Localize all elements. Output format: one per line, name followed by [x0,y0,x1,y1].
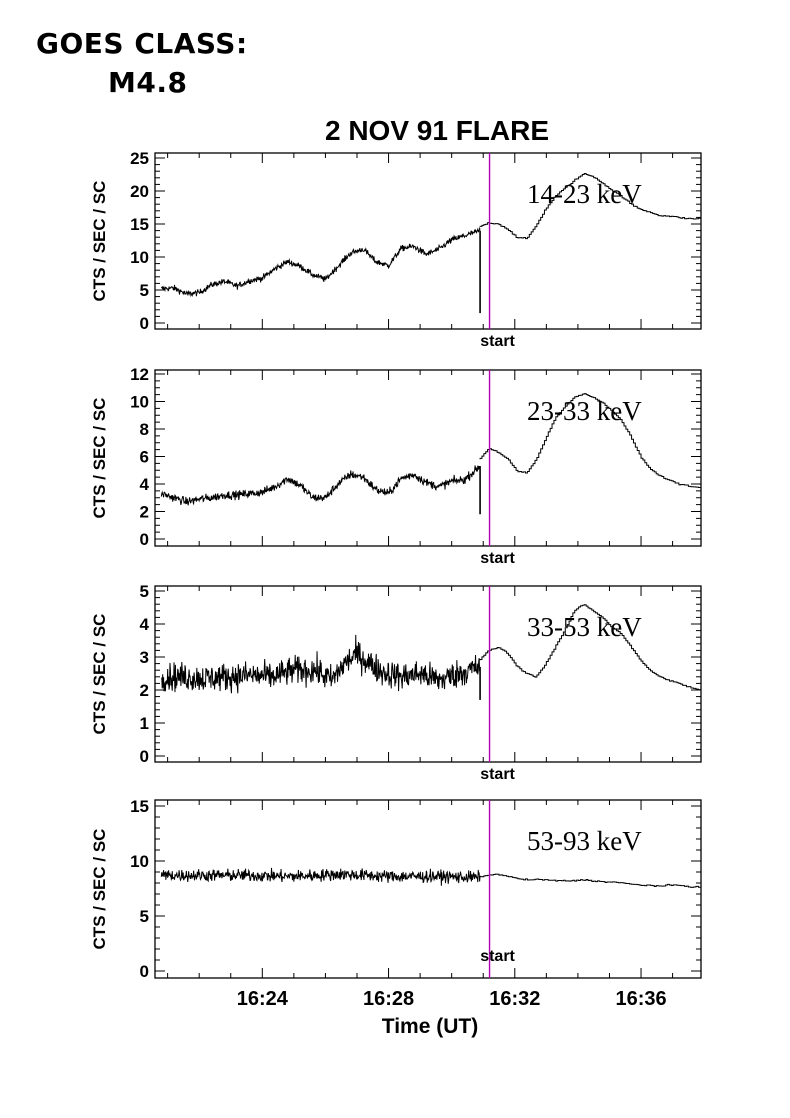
x-tick-label: 16:24 [237,988,289,1010]
x-axis-label: Time (UT) [382,1015,478,1038]
y-tick-label: 5 [140,907,149,926]
start-marker-label: start [480,948,515,965]
y-axis-label: CTS / SEC / SC [90,181,109,302]
y-tick-label: 12 [130,365,149,384]
plot-frame [154,152,702,330]
y-tick-label: 8 [140,420,149,439]
energy-band-label: 14-23 keV [527,179,642,209]
binned-count-trace [479,393,701,488]
y-tick-label: 6 [140,448,149,467]
y-tick-label: 2 [140,503,149,522]
start-marker-label: start [480,550,515,567]
noisy-count-trace [160,867,481,886]
y-tick-label: 0 [140,530,149,549]
start-marker-label: start [480,766,515,783]
goes-class-label: GOES CLASS: [36,27,248,60]
binned-count-trace [479,604,701,691]
noisy-count-trace [160,465,481,506]
y-tick-label: 4 [140,475,150,494]
binned-count-trace [479,173,701,240]
y-tick-label: 0 [140,962,149,981]
y-tick-label: 15 [130,797,149,816]
y-axis-label: CTS / SEC / SC [90,614,109,735]
plot-frame [154,369,702,547]
plot-frame [154,585,702,763]
y-tick-label: 10 [130,393,149,412]
panel-3: 0 1 2 3 4 5 CTS / SEC / SC start 33-53 keV [90,582,702,783]
y-axis-label: CTS / SEC / SC [90,829,109,950]
start-marker-label: start [480,333,515,350]
noisy-count-trace [161,634,481,694]
y-axis-label: CTS / SEC / SC [90,398,109,519]
y-tick-label: 10 [130,852,149,871]
y-tick-label: 2 [140,681,149,700]
panel-1: 0 5 10 15 20 25 CTS / SEC / SC start 14-23 keV [90,149,702,350]
noisy-count-trace [160,226,481,298]
y-tick-label: 20 [130,182,149,201]
y-tick-label: 10 [130,248,149,267]
y-tick-label: 4 [140,615,150,634]
y-tick-label: 0 [140,747,149,766]
x-tick-label: 16:28 [363,988,414,1010]
panel-2: 0 2 4 6 8 10 12 CTS / SEC / SC start 23-33 keV [90,365,702,567]
energy-band-label: 23-33 keV [527,396,642,426]
energy-band-label: 53-93 keV [527,826,642,856]
y-tick-label: 5 [140,281,149,300]
x-tick-label: 16:32 [489,988,540,1010]
y-tick-label: 25 [130,149,149,168]
y-tick-label: 1 [140,714,149,733]
x-tick-label: 16:36 [615,988,666,1010]
y-tick-label: 15 [130,215,149,234]
panel-4: 0 5 10 15 CTS / SEC / SC start 53-93 keV [90,797,702,981]
binned-count-trace [479,873,701,888]
chart-title: 2 NOV 91 FLARE [325,115,549,146]
y-tick-label: 3 [140,648,149,667]
y-tick-label: 5 [140,582,149,601]
goes-class-value: M4.8 [108,66,188,99]
plot-frame [154,799,702,979]
energy-band-label: 33-53 keV [527,612,642,642]
y-tick-label: 0 [140,314,149,333]
